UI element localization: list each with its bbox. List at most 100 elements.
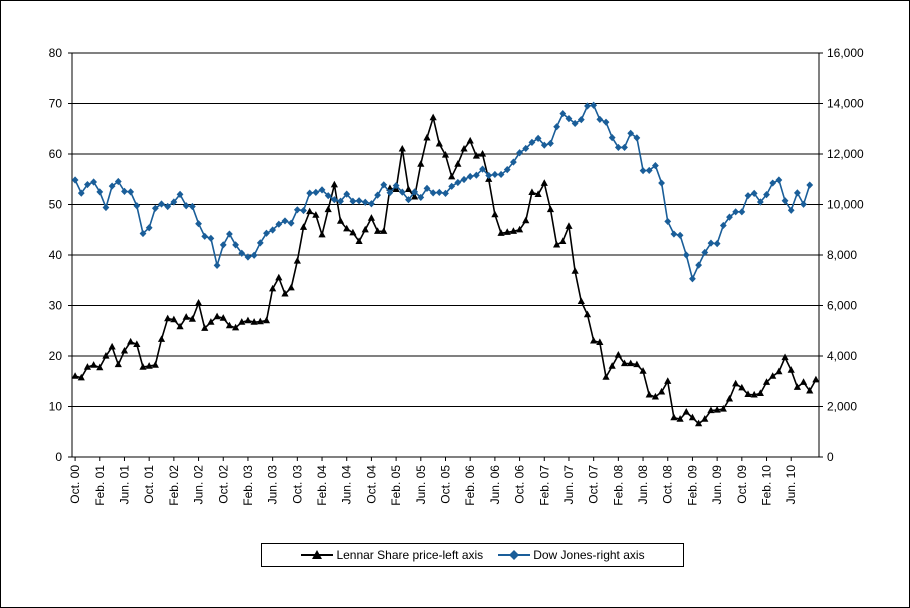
data-point-dow [460, 175, 468, 184]
data-point-lennar [281, 289, 289, 297]
x-tick-label: Feb. 01 [93, 465, 107, 506]
data-point-lennar [676, 415, 684, 422]
data-point-dow [503, 166, 511, 174]
x-tick-label: Feb. 02 [167, 465, 181, 506]
data-point-lennar [787, 366, 795, 373]
data-point-lennar [380, 227, 388, 234]
data-point-dow [658, 179, 665, 187]
data-point-lennar [306, 207, 314, 215]
data-point-lennar [503, 228, 511, 235]
data-point-lennar [688, 413, 697, 421]
data-point-lennar [608, 362, 616, 369]
data-point-dow [429, 189, 437, 197]
data-point-dow [695, 261, 703, 269]
gridlines [72, 52, 819, 407]
data-point-dow [219, 241, 227, 249]
data-point-dow [787, 206, 795, 214]
right-y-tick-label: 2,000 [827, 400, 857, 414]
data-point-lennar [620, 359, 629, 367]
data-point-dow [343, 190, 351, 198]
data-point-dow [510, 158, 517, 166]
x-tick-label: Oct. 02 [216, 465, 230, 504]
diamond-marker-icon [498, 550, 531, 560]
data-point-dow [608, 133, 616, 142]
data-point-lennar [244, 316, 252, 324]
data-point-lennar [256, 317, 264, 325]
x-tick-label: Feb. 04 [315, 465, 329, 506]
data-point-lennar [207, 318, 215, 325]
data-point-dow [516, 149, 523, 157]
x-tick-label: Oct. 03 [290, 465, 304, 504]
data-point-lennar [565, 222, 573, 229]
triangle-marker-icon [301, 550, 334, 559]
data-point-lennar [213, 312, 221, 320]
data-point-lennar [546, 205, 555, 213]
data-point-lennar [219, 314, 227, 321]
data-point-dow [411, 188, 419, 196]
data-point-lennar [108, 342, 116, 350]
data-point-lennar [707, 406, 715, 414]
axes [68, 52, 823, 461]
data-point-dow [497, 170, 505, 179]
data-point-lennar [250, 318, 258, 325]
x-tick-label: Oct. 04 [364, 465, 378, 504]
data-point-dow [263, 229, 270, 237]
right-y-tick-label: 4,000 [827, 349, 857, 363]
data-point-dow [127, 188, 135, 196]
data-point-dow [337, 197, 344, 205]
data-point-dow [750, 189, 758, 197]
data-point-dow [769, 179, 777, 187]
data-point-dow [627, 129, 635, 137]
data-point-dow [466, 172, 474, 181]
x-tick-label: Jun. 01 [117, 465, 131, 505]
data-point-lennar [664, 377, 672, 384]
data-point-lennar [491, 210, 499, 218]
data-point-lennar [769, 372, 777, 379]
data-point-dow [577, 116, 585, 124]
data-point-dow [565, 115, 573, 123]
left-y-tick-label: 20 [49, 349, 63, 363]
x-tick-label: Jun. 02 [192, 465, 206, 505]
data-point-lennar [553, 240, 561, 248]
data-point-dow [96, 188, 104, 196]
data-point-lennar [188, 315, 196, 322]
data-point-lennar [670, 413, 678, 421]
data-point-lennar [157, 335, 166, 342]
left-y-tick-label: 30 [49, 299, 63, 313]
data-point-lennar [509, 227, 518, 234]
data-point-dow [713, 240, 721, 248]
data-point-lennar [466, 136, 474, 144]
data-point-lennar [497, 229, 505, 236]
x-tick-label: Oct. 01 [142, 465, 156, 504]
data-point-lennar [83, 363, 92, 370]
data-point-dow [275, 220, 283, 228]
data-point-dow [108, 182, 116, 190]
x-tick-label: Feb. 08 [611, 465, 625, 506]
data-point-dow [676, 231, 684, 239]
data-point-lennar [701, 415, 709, 422]
data-point-dow [213, 261, 221, 269]
data-point-lennar [651, 392, 660, 400]
data-point-lennar [614, 350, 622, 358]
data-point-dow [621, 143, 628, 152]
data-point-dow [633, 134, 641, 142]
data-point-lennar [633, 360, 641, 368]
x-tick-label: Jun. 10 [784, 465, 798, 505]
data-point-dow [590, 101, 598, 109]
data-point-lennar [627, 359, 635, 367]
data-point-dow [90, 178, 98, 186]
data-point-lennar [793, 383, 801, 390]
data-point-dow [775, 176, 783, 184]
data-point-dow [485, 171, 493, 180]
data-point-lennar [102, 352, 110, 359]
data-point-dow [522, 144, 530, 153]
x-tick-label: Jun. 07 [562, 465, 576, 505]
data-point-dow [139, 229, 147, 238]
data-point-lennar [577, 297, 585, 305]
data-point-dow [374, 191, 381, 199]
data-point-dow [707, 239, 715, 247]
data-point-dow [398, 188, 406, 196]
data-point-dow [182, 202, 190, 210]
